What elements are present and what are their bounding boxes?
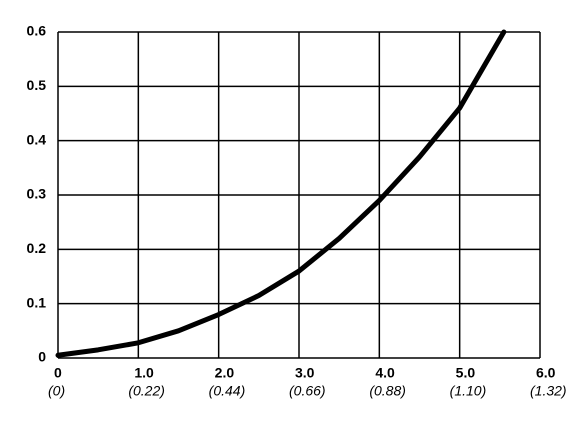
curve [55,29,507,358]
x-tick-label: 6.0 [536,365,556,381]
x2-tick-label: (1.10) [450,383,487,399]
x-tick-label: 0 [54,365,62,381]
y-tick-label: 0.6 [27,23,47,39]
y-tick-label: 0.1 [27,294,47,310]
x2-tick-label: (1.32) [530,383,567,399]
x2-tick-label: (0) [48,383,65,399]
y-tick-label: 0.4 [27,131,47,147]
x-tick-label: 2.0 [215,365,235,381]
x2-tick-label: (0.66) [289,383,326,399]
x-tick-label: 5.0 [456,365,476,381]
x2-tick-label: (0.88) [369,383,406,399]
x2-tick-label: (0.22) [128,383,165,399]
y-tick-label: 0.5 [27,77,47,93]
y-tick-label: 0.3 [27,186,47,202]
x-tick-label: 1.0 [134,365,154,381]
x-tick-label: 4.0 [375,365,395,381]
x-tick-label: 3.0 [295,365,315,381]
y-tick-label: 0.2 [27,240,47,256]
y-tick-label: 0 [38,349,46,365]
x2-tick-label: (0.44) [209,383,246,399]
